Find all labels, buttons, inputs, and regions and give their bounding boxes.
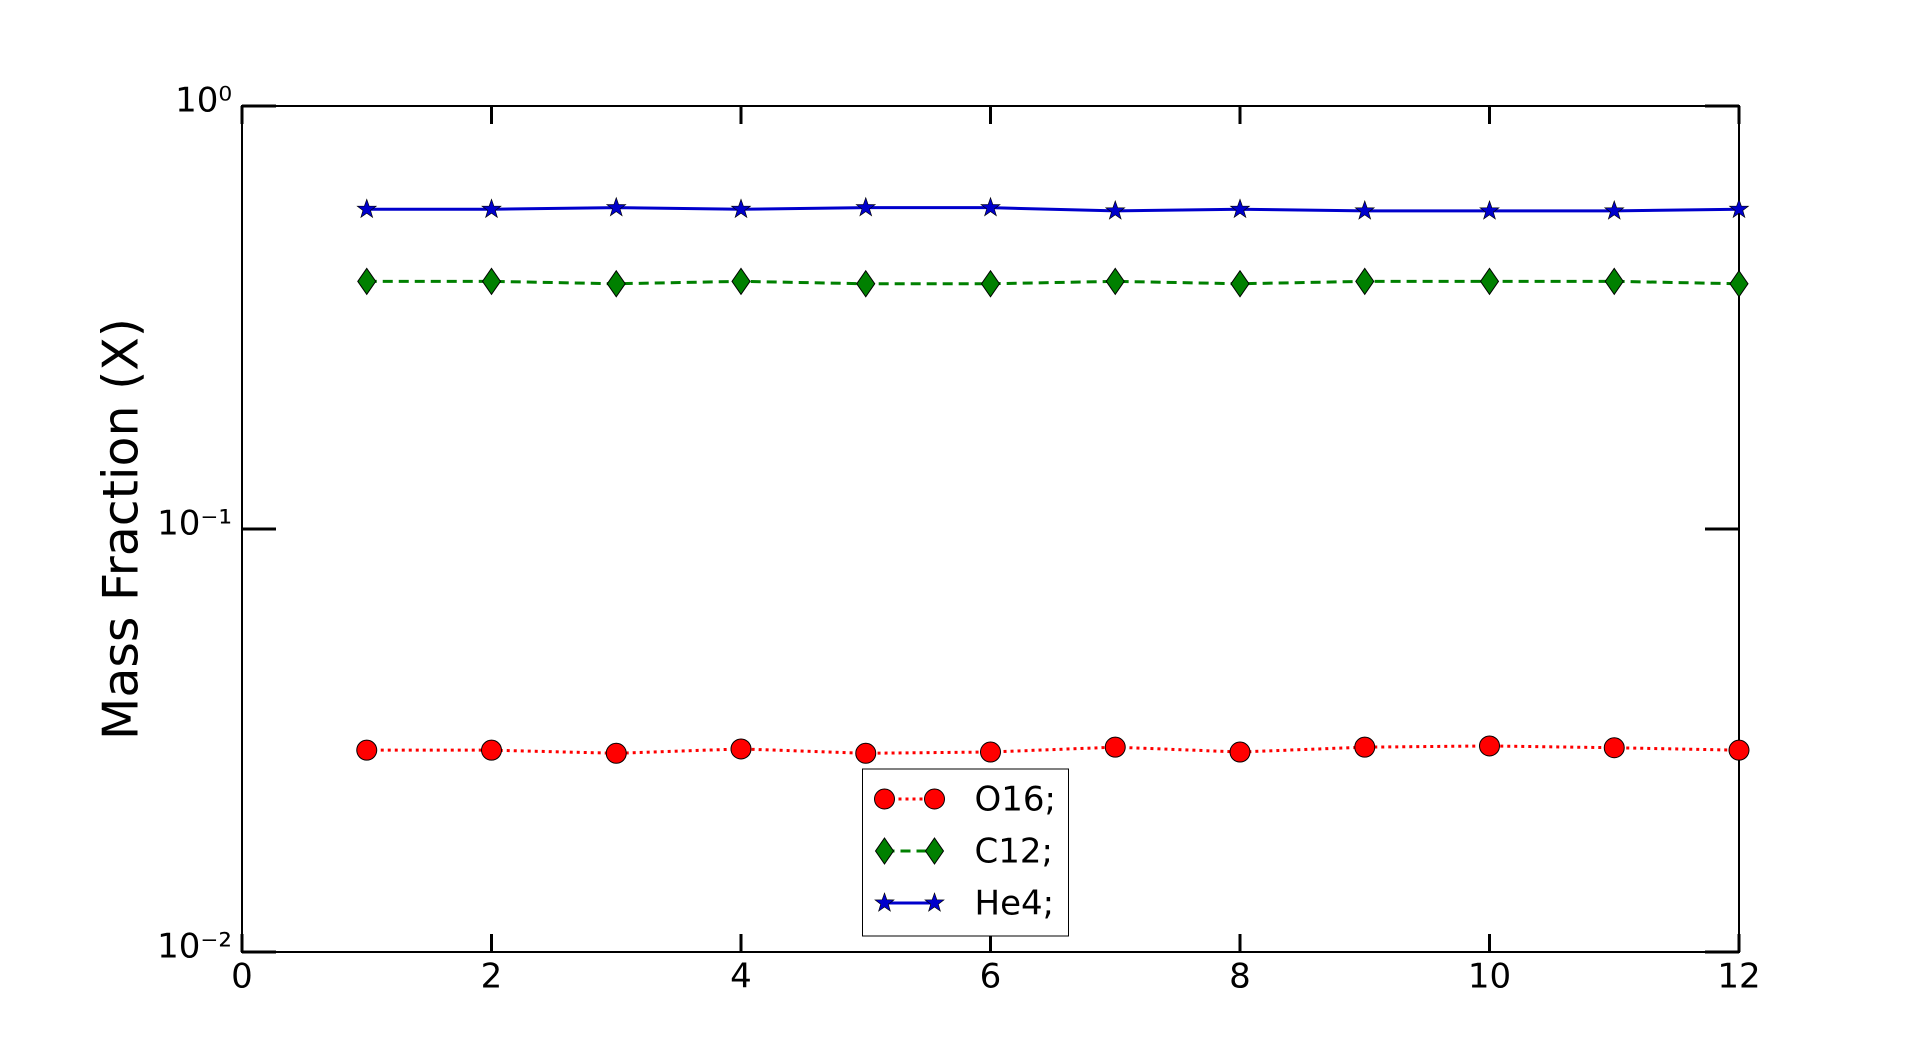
legend-label: He4; [975,884,1055,924]
marker [605,196,627,217]
marker [1728,739,1750,761]
y-tick-label: 10⁰ [175,81,232,121]
marker [1354,736,1376,758]
marker [855,196,877,217]
x-tick-label: 0 [231,957,253,997]
series-line [366,279,1740,286]
x-tick-label: 8 [1229,957,1251,997]
marker [356,198,378,219]
marker [855,742,877,764]
marker [1729,269,1749,298]
marker [980,269,1001,298]
x-tick-label: 6 [980,957,1002,997]
legend-marker [874,788,895,810]
marker [1104,199,1126,220]
x-tick-label: 2 [481,957,503,997]
x-tick-label: 12 [1717,957,1760,997]
x-tick-label: 10 [1468,957,1511,997]
marker [1603,737,1625,759]
legend-label: C12; [975,832,1053,872]
marker [605,742,627,764]
marker [730,198,752,219]
marker [1104,736,1126,758]
legend: O16; C12; He4; [862,768,1069,937]
legend-marker [924,892,945,912]
marker [856,269,876,298]
x-tick-label: 4 [730,957,752,997]
marker [1229,741,1251,763]
marker [730,738,752,760]
marker [1479,199,1500,220]
y-axis-label: Mass Fraction (X) [93,318,150,740]
marker [980,196,1001,217]
marker [1355,267,1375,296]
legend-marker [874,837,895,865]
marker [1230,269,1250,298]
legend-marker [924,837,945,865]
marker [481,739,502,761]
marker [1604,267,1624,296]
marker [731,267,751,296]
marker [1229,198,1251,219]
marker [1603,199,1625,220]
marker [1728,198,1750,219]
legend-label: O16; [975,780,1056,820]
marker [481,198,502,219]
marker [606,269,626,298]
marker [1354,199,1376,220]
series-line [366,206,1740,213]
legend-box [862,768,1069,937]
marker [356,739,378,761]
marker [980,741,1001,763]
marker [1479,735,1500,757]
series-line [366,744,1740,755]
y-tick-label: 10⁻¹ [157,504,232,544]
marker [1479,267,1500,296]
marker [357,267,377,296]
legend-marker [924,788,945,810]
legend-marker [874,892,895,912]
marker [1105,267,1125,296]
y-tick-label: 10⁻² [157,927,232,967]
marker [481,267,502,296]
